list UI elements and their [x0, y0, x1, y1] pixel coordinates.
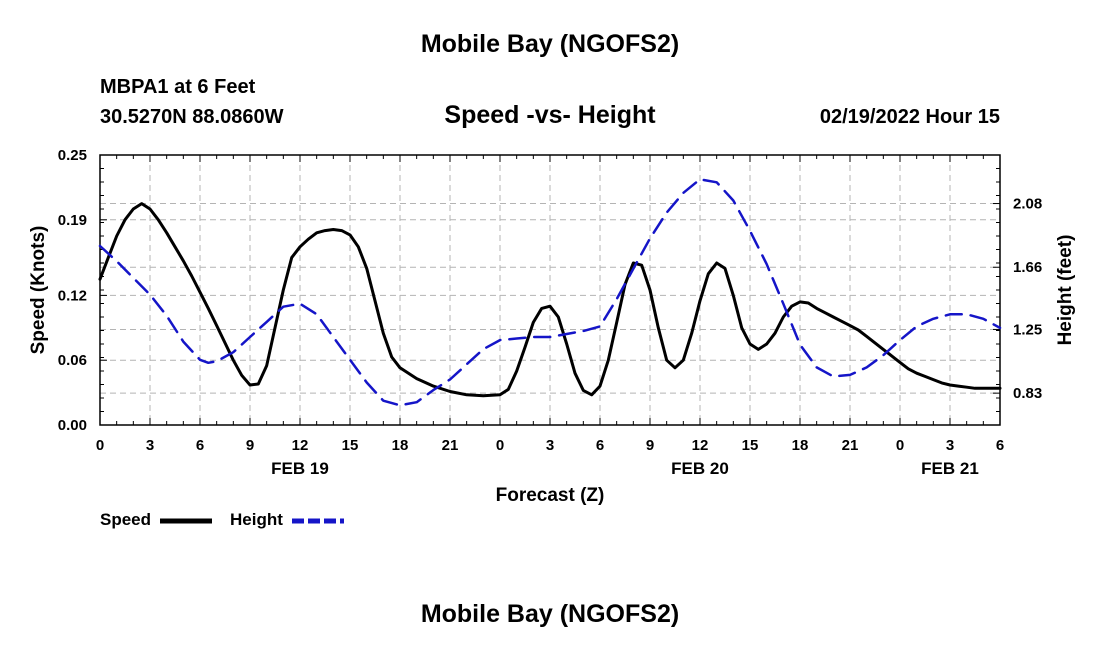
- y2-tick-label: 0.83: [1013, 385, 1042, 402]
- x-tick-label: 12: [692, 437, 709, 454]
- footer-title: Mobile Bay (NGOFS2): [420, 600, 680, 628]
- y2-axis-title: Height (feet): [1055, 235, 1076, 346]
- x-tick-label: 6: [996, 437, 1004, 454]
- x-tick-label: 0: [896, 437, 904, 454]
- x-tick-label: 12: [292, 437, 309, 454]
- x-tick-label: 3: [946, 437, 954, 454]
- x-tick-label: 3: [546, 437, 554, 454]
- x-tick-label: 9: [246, 437, 254, 454]
- grid-lines: [100, 155, 1000, 425]
- y-axis-title: Speed (Knots): [28, 226, 49, 355]
- legend-label-height: Height: [230, 510, 283, 529]
- legend-label-speed: Speed: [100, 510, 151, 529]
- chart-subtitle: Speed -vs- Height: [444, 101, 656, 129]
- x-tick-label: 6: [596, 437, 604, 454]
- date-label: FEB 19: [271, 459, 329, 478]
- x-tick-label: 0: [96, 437, 104, 454]
- speed-series-line: [98, 202, 1002, 398]
- coordinates-label: 30.5270N 88.0860W: [100, 106, 284, 128]
- x-tick-label: 18: [792, 437, 809, 454]
- y-tick-label: 0.00: [58, 417, 87, 434]
- y2-tick-label: 1.25: [1013, 321, 1042, 338]
- y-tick-label: 0.19: [58, 212, 87, 229]
- x-tick-label: 0: [496, 437, 504, 454]
- x-tick-label: 15: [342, 437, 359, 454]
- x-tick-label: 3: [146, 437, 154, 454]
- x-tick-label: 9: [646, 437, 654, 454]
- date-label: FEB 21: [921, 459, 979, 478]
- station-label: MBPA1 at 6 Feet: [100, 76, 256, 98]
- date-label: FEB 20: [671, 459, 729, 478]
- x-tick-label: 6: [196, 437, 204, 454]
- x-tick-label: 21: [442, 437, 459, 454]
- x-tick-label: 21: [842, 437, 859, 454]
- axes: [99, 154, 1001, 426]
- x-tick-label: 15: [742, 437, 759, 454]
- y2-tick-label: 2.08: [1013, 196, 1042, 213]
- y-tick-label: 0.25: [58, 147, 87, 164]
- series-lines: [98, 178, 1002, 407]
- axis-labels: 0 3 6 9 12 15 18 21 0 3 6 9 12 15 18 21 0 3 6 0.00 0.06 0.12 0…: [28, 147, 1076, 506]
- height-series-line: [98, 178, 1002, 407]
- y2-tick-label: 1.66: [1013, 259, 1042, 276]
- y-tick-label: 0.12: [58, 287, 87, 304]
- x-tick-label: 18: [392, 437, 409, 454]
- x-axis-title: Forecast (Z): [496, 485, 605, 506]
- y-tick-label: 0.06: [58, 352, 87, 369]
- legend: Speed Height: [100, 510, 344, 529]
- chart-title: Mobile Bay (NGOFS2): [420, 30, 680, 58]
- forecast-datetime: 02/19/2022 Hour 15: [819, 106, 1000, 128]
